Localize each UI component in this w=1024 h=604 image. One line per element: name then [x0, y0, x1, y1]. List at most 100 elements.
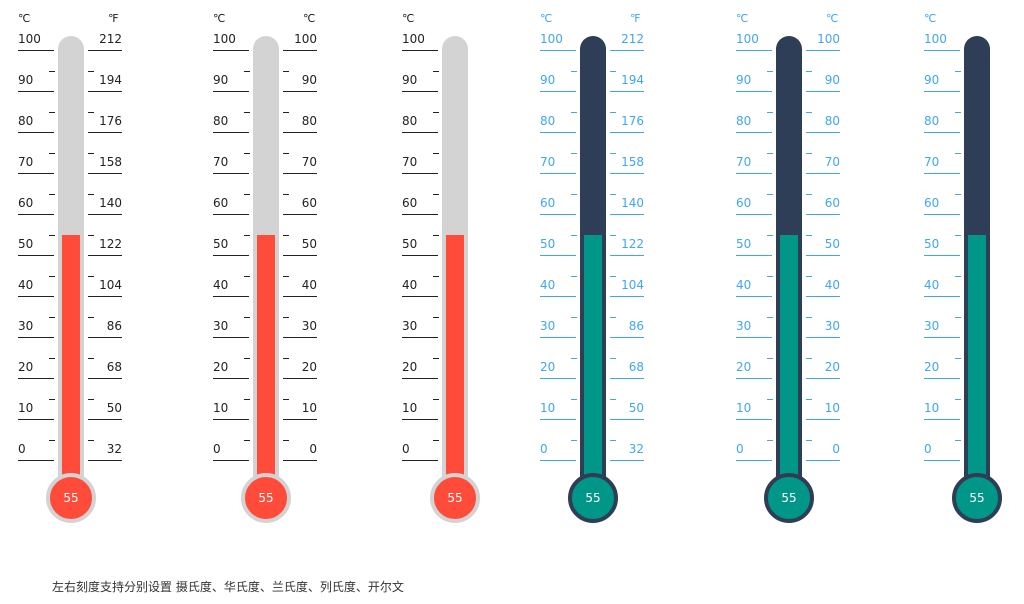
left-minor-tick — [955, 234, 961, 236]
left-major-tick — [213, 132, 249, 133]
left-unit-label: ℃ — [924, 12, 937, 25]
right-major-tick — [806, 296, 840, 297]
left-tick-label: 70 — [924, 155, 940, 169]
thermometer-tube — [253, 36, 279, 486]
left-major-tick — [402, 419, 438, 420]
right-tick-label: 60 — [824, 196, 840, 210]
right-tick-label: 30 — [824, 319, 840, 333]
right-minor-tick — [806, 234, 812, 236]
right-tick-label: 86 — [106, 319, 122, 333]
mercury-level — [968, 234, 986, 486]
right-minor-tick — [283, 398, 289, 400]
left-minor-tick — [767, 70, 773, 72]
left-unit-label: ℃ — [213, 12, 226, 25]
left-tick-label: 20 — [540, 360, 556, 374]
thermometer-bulb: 55 — [430, 473, 480, 523]
left-tick-label: 30 — [213, 319, 229, 333]
right-minor-tick — [88, 439, 94, 441]
thermometer-tube — [580, 36, 606, 486]
left-major-tick — [540, 419, 576, 420]
right-tick-label: 60 — [301, 196, 317, 210]
right-tick-label: 0 — [832, 442, 840, 456]
right-minor-tick — [88, 357, 94, 359]
right-minor-tick — [283, 234, 289, 236]
right-tick-label: 158 — [621, 155, 644, 169]
left-major-tick — [402, 50, 438, 51]
right-major-tick — [283, 173, 317, 174]
mercury-level — [446, 234, 464, 486]
right-major-tick — [806, 460, 840, 461]
left-minor-tick — [571, 193, 577, 195]
right-minor-tick — [610, 316, 616, 318]
mercury-level — [62, 234, 80, 486]
left-tick-label: 50 — [736, 237, 752, 251]
left-major-tick — [402, 378, 438, 379]
right-minor-tick — [806, 193, 812, 195]
right-major-tick — [88, 132, 122, 133]
right-major-tick — [806, 255, 840, 256]
left-minor-tick — [767, 398, 773, 400]
bulb-value: 55 — [585, 491, 601, 505]
right-major-tick — [88, 419, 122, 420]
right-tick-label: 194 — [99, 73, 122, 87]
right-minor-tick — [88, 398, 94, 400]
left-major-tick — [736, 337, 772, 338]
left-minor-tick — [49, 439, 55, 441]
left-major-tick — [18, 419, 54, 420]
left-major-tick — [540, 91, 576, 92]
left-major-tick — [924, 173, 960, 174]
left-tick-label: 100 — [540, 32, 563, 46]
left-minor-tick — [49, 111, 55, 113]
left-tick-label: 60 — [213, 196, 229, 210]
right-major-tick — [283, 337, 317, 338]
right-minor-tick — [806, 357, 812, 359]
mercury-level — [257, 234, 275, 486]
bulb-value: 55 — [781, 491, 797, 505]
left-major-tick — [924, 460, 960, 461]
right-major-tick — [806, 173, 840, 174]
right-major-tick — [806, 132, 840, 133]
left-tick-label: 0 — [540, 442, 548, 456]
right-major-tick — [806, 50, 840, 51]
left-minor-tick — [955, 275, 961, 277]
right-tick-label: 212 — [621, 32, 644, 46]
bulb-value: 55 — [969, 491, 985, 505]
right-major-tick — [610, 50, 644, 51]
left-tick-label: 80 — [736, 114, 752, 128]
left-major-tick — [18, 255, 54, 256]
right-tick-label: 100 — [294, 32, 317, 46]
right-tick-label: 30 — [301, 319, 317, 333]
left-minor-tick — [49, 152, 55, 154]
left-tick-label: 30 — [736, 319, 752, 333]
left-major-tick — [540, 378, 576, 379]
left-major-tick — [402, 255, 438, 256]
left-minor-tick — [955, 152, 961, 154]
right-minor-tick — [806, 111, 812, 113]
right-minor-tick — [806, 316, 812, 318]
right-major-tick — [806, 419, 840, 420]
right-unit-label: ℉ — [108, 12, 119, 25]
right-tick-label: 10 — [301, 401, 317, 415]
left-tick-label: 50 — [924, 237, 940, 251]
left-tick-label: 50 — [540, 237, 556, 251]
left-minor-tick — [571, 111, 577, 113]
right-minor-tick — [610, 70, 616, 72]
right-tick-label: 140 — [99, 196, 122, 210]
left-minor-tick — [433, 193, 439, 195]
right-minor-tick — [610, 398, 616, 400]
left-tick-label: 20 — [18, 360, 34, 374]
left-minor-tick — [49, 234, 55, 236]
right-tick-label: 10 — [824, 401, 840, 415]
right-major-tick — [610, 173, 644, 174]
left-minor-tick — [955, 316, 961, 318]
right-tick-label: 40 — [301, 278, 317, 292]
left-major-tick — [924, 50, 960, 51]
left-minor-tick — [767, 193, 773, 195]
left-major-tick — [924, 132, 960, 133]
left-tick-label: 20 — [402, 360, 418, 374]
left-minor-tick — [767, 275, 773, 277]
bulb-value: 55 — [63, 491, 79, 505]
right-tick-label: 50 — [301, 237, 317, 251]
right-minor-tick — [88, 70, 94, 72]
right-minor-tick — [806, 398, 812, 400]
